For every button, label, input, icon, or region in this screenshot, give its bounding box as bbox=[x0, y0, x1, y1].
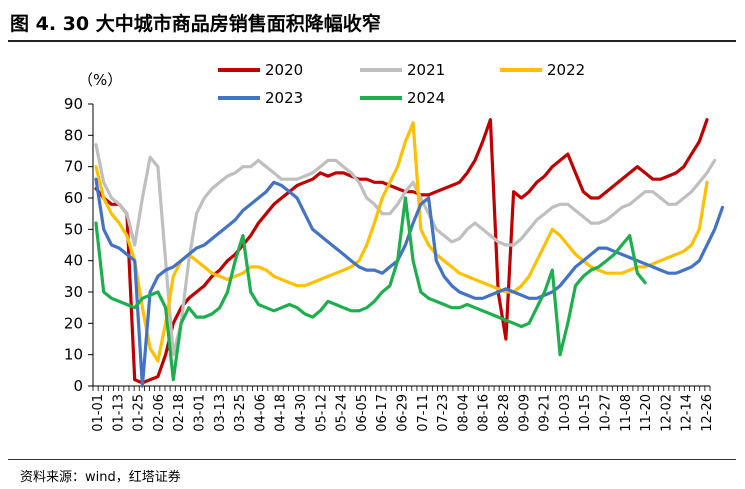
x-tick-label: 05-24 bbox=[335, 394, 350, 432]
series-line-2024 bbox=[94, 196, 647, 382]
figure-title: 图 4. 30 大中城市商品房销售面积降幅收窄 bbox=[10, 13, 381, 35]
legend-label-2022: 2022 bbox=[547, 61, 585, 79]
legend-label-2023: 2023 bbox=[265, 89, 303, 107]
x-tick-label: 08-04 bbox=[456, 394, 471, 432]
x-tick-label: 10-03 bbox=[558, 394, 573, 432]
x-tick-label: 09-21 bbox=[538, 394, 553, 432]
title-rule bbox=[8, 40, 736, 42]
x-tick-label: 10-27 bbox=[599, 394, 614, 432]
x-tick-label: 07-23 bbox=[436, 394, 451, 432]
x-tick-label: 01-13 bbox=[111, 394, 126, 432]
x-tick-label: 04-06 bbox=[253, 394, 268, 432]
y-axis-label: （%） bbox=[78, 71, 122, 89]
x-tick-label: 06-29 bbox=[396, 394, 411, 432]
y-tick-label: 80 bbox=[64, 126, 83, 144]
y-tick-label: 20 bbox=[64, 314, 83, 332]
x-tick-label: 03-25 bbox=[233, 394, 248, 432]
y-tick-label: 90 bbox=[64, 95, 83, 113]
series-line-2022 bbox=[94, 121, 709, 363]
x-tick-label: 04-30 bbox=[294, 394, 309, 432]
y-tick-label: 0 bbox=[73, 377, 83, 395]
legend-label-2021: 2021 bbox=[407, 61, 445, 79]
legend-label-2024: 2024 bbox=[407, 89, 445, 107]
x-tick-label: 04-18 bbox=[274, 394, 289, 432]
source-note: 资料来源：wind，红塔证券 bbox=[20, 470, 181, 485]
y-tick-label: 10 bbox=[64, 346, 83, 364]
x-tick-label: 05-12 bbox=[314, 394, 329, 432]
x-tick-label: 12-14 bbox=[680, 394, 695, 432]
series-line-2023 bbox=[94, 177, 725, 388]
x-tick-label: 10-15 bbox=[578, 394, 593, 432]
x-tick-label: 01-01 bbox=[91, 394, 106, 432]
source-rule bbox=[8, 459, 736, 460]
x-tick-label: 01-25 bbox=[132, 394, 147, 432]
x-tick-label: 06-17 bbox=[375, 394, 390, 432]
y-tick-label: 50 bbox=[64, 220, 83, 238]
y-tick-label: 40 bbox=[64, 252, 83, 270]
x-tick-label: 07-11 bbox=[416, 394, 431, 432]
x-tick-label: 03-01 bbox=[193, 394, 208, 432]
x-tick-label: 02-06 bbox=[152, 394, 167, 432]
x-tick-label: 08-16 bbox=[477, 394, 492, 432]
series-line-2020 bbox=[94, 118, 709, 385]
x-tick-label: 06-05 bbox=[355, 394, 370, 432]
y-tick-label: 70 bbox=[64, 158, 83, 176]
y-tick-label: 60 bbox=[64, 189, 83, 207]
x-tick-label: 09-09 bbox=[517, 394, 532, 432]
x-tick-label: 02-18 bbox=[172, 394, 187, 432]
x-tick-label: 11-20 bbox=[639, 394, 654, 432]
line-chart: （%） 0 10 20 30 40 50 60 70 80 90 01-01 01-13 01-25 02-… bbox=[64, 61, 725, 432]
x-tick-label: 08-28 bbox=[497, 394, 512, 432]
legend-label-2020: 2020 bbox=[265, 61, 303, 79]
x-tick-label: 12-26 bbox=[700, 394, 715, 432]
x-tick-label: 11-08 bbox=[619, 394, 634, 432]
series-line-2021 bbox=[94, 143, 717, 357]
x-tick-label: 12-02 bbox=[659, 394, 674, 432]
x-tick-label: 03-13 bbox=[213, 394, 228, 432]
y-tick-label: 30 bbox=[64, 283, 83, 301]
